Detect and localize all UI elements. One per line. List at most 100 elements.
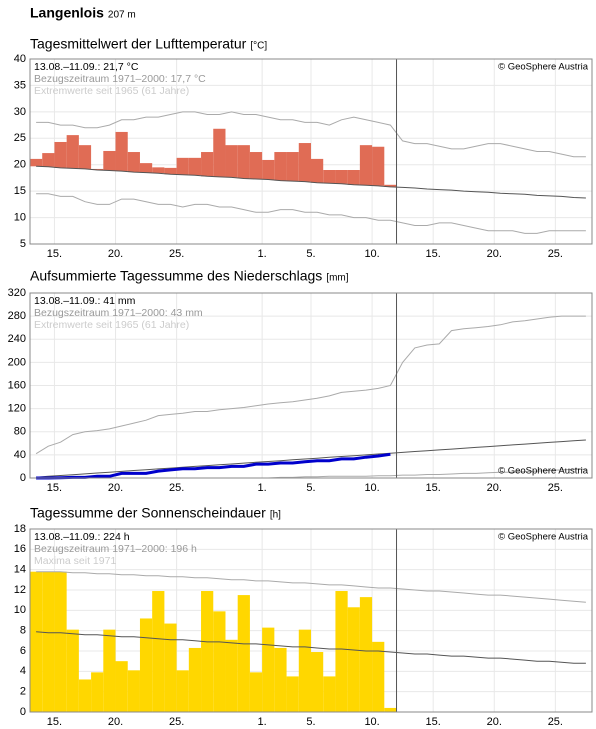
- y-tick-label: 14: [14, 564, 26, 576]
- chart-title: Tagesmittelwert der Lufttemperatur: [30, 36, 247, 52]
- bar: [311, 158, 324, 183]
- bar: [139, 163, 153, 173]
- y-tick-label: 8: [20, 625, 26, 637]
- unit: [h]: [270, 510, 281, 521]
- bar: [78, 679, 92, 712]
- bar: [152, 167, 165, 174]
- bar: [91, 168, 104, 170]
- bar: [335, 170, 348, 184]
- y-tick-label: 0: [20, 472, 26, 484]
- y-tick-label: 280: [8, 310, 26, 322]
- annotation: Maxima seit 1971: [34, 555, 116, 567]
- y-tick-label: 0: [20, 706, 26, 718]
- annotation: 13.08.–11.09.: 224 h: [34, 531, 130, 543]
- copyright: © GeoSphere Austria: [498, 466, 589, 477]
- x-tick-label: 20.: [108, 716, 123, 728]
- y-tick-label: 10: [14, 211, 26, 223]
- series-line: [35, 315, 586, 455]
- annotation: Bezugszeitraum 1971–2000: 17,7 °C: [34, 73, 206, 85]
- y-tick-label: 40: [14, 53, 26, 65]
- x-tick-label: 25.: [169, 482, 184, 494]
- bar: [372, 641, 385, 712]
- annotation: 13.08.–11.09.: 21,7 °C: [34, 61, 139, 73]
- x-tick-label: 20.: [487, 482, 502, 494]
- bar: [286, 152, 299, 182]
- annotation: Bezugszeitraum 1971–2000: 196 h: [34, 543, 197, 555]
- y-tick-label: 80: [14, 426, 26, 438]
- y-tick-label: 10: [14, 604, 26, 616]
- series-line: [36, 571, 586, 603]
- bar: [201, 591, 214, 712]
- plot-border: [29, 292, 593, 479]
- y-tick-label: 2: [20, 686, 26, 698]
- y-tick-label: 25: [14, 132, 26, 144]
- bar: [384, 707, 397, 712]
- bar: [176, 670, 189, 712]
- annotation: Bezugszeitraum 1971–2000: 43 mm: [34, 307, 203, 319]
- bar: [30, 158, 43, 167]
- bar: [249, 152, 263, 179]
- x-tick-label: 10.: [364, 248, 379, 260]
- x-tick-label: 25.: [548, 716, 563, 728]
- y-tick-label: 15: [14, 185, 26, 197]
- x-tick-label: 20.: [108, 248, 123, 260]
- bar: [359, 597, 373, 712]
- bar: [347, 607, 360, 712]
- y-tick-label: 6: [20, 645, 26, 657]
- chart-title: Aufsummierte Tagessumme des Niederschlag…: [30, 268, 322, 284]
- y-tick-label: 30: [14, 106, 26, 118]
- x-tick-label: 1.: [258, 716, 267, 728]
- x-tick-label: 25.: [548, 248, 563, 260]
- y-tick-label: 40: [14, 449, 26, 461]
- bar: [91, 672, 104, 712]
- bar: [152, 591, 165, 712]
- bar: [127, 152, 140, 173]
- bar: [115, 661, 128, 712]
- bar: [323, 676, 336, 712]
- bar: [54, 141, 67, 168]
- unit: [mm]: [326, 273, 348, 284]
- series-line: [36, 452, 391, 480]
- bar: [262, 627, 275, 712]
- bar: [347, 170, 360, 185]
- annotation: Extremwerte seit 1965 (61 Jahre): [34, 85, 189, 97]
- bar: [54, 571, 67, 712]
- x-tick-label: 25.: [169, 248, 184, 260]
- bar: [237, 595, 250, 712]
- y-tick-label: 18: [14, 523, 26, 535]
- series-line: [36, 165, 586, 199]
- x-tick-label: 1.: [258, 482, 267, 494]
- bar: [139, 618, 153, 712]
- station-name: Langenlois: [30, 5, 104, 21]
- bar: [335, 591, 348, 712]
- bar: [225, 639, 238, 712]
- bar: [311, 652, 324, 712]
- x-tick-label: 15.: [47, 248, 62, 260]
- y-tick-label: 320: [8, 287, 26, 299]
- x-tick-label: 15.: [426, 716, 441, 728]
- bar: [249, 672, 263, 712]
- y-tick-label: 120: [8, 403, 26, 415]
- bar: [286, 676, 299, 712]
- y-tick-label: 240: [8, 333, 26, 345]
- x-tick-label: 10.: [364, 716, 379, 728]
- y-tick-label: 16: [14, 543, 26, 555]
- x-tick-label: 20.: [487, 716, 502, 728]
- plot-border: [29, 58, 593, 245]
- unit: [°C]: [250, 41, 267, 52]
- y-tick-label: 35: [14, 79, 26, 91]
- chart-title: Tagessumme der Sonnenscheindauer: [30, 505, 266, 521]
- bar: [384, 184, 397, 187]
- x-tick-label: 15.: [47, 482, 62, 494]
- x-tick-label: 5.: [306, 716, 315, 728]
- bar: [164, 167, 177, 175]
- bar: [103, 629, 116, 712]
- bar: [188, 647, 202, 712]
- annotation: 13.08.–11.09.: 41 mm: [34, 295, 136, 307]
- series-line: [36, 111, 586, 158]
- plot-border: [29, 528, 593, 713]
- x-tick-label: 5.: [306, 482, 315, 494]
- x-tick-label: 15.: [426, 248, 441, 260]
- bar: [164, 623, 177, 712]
